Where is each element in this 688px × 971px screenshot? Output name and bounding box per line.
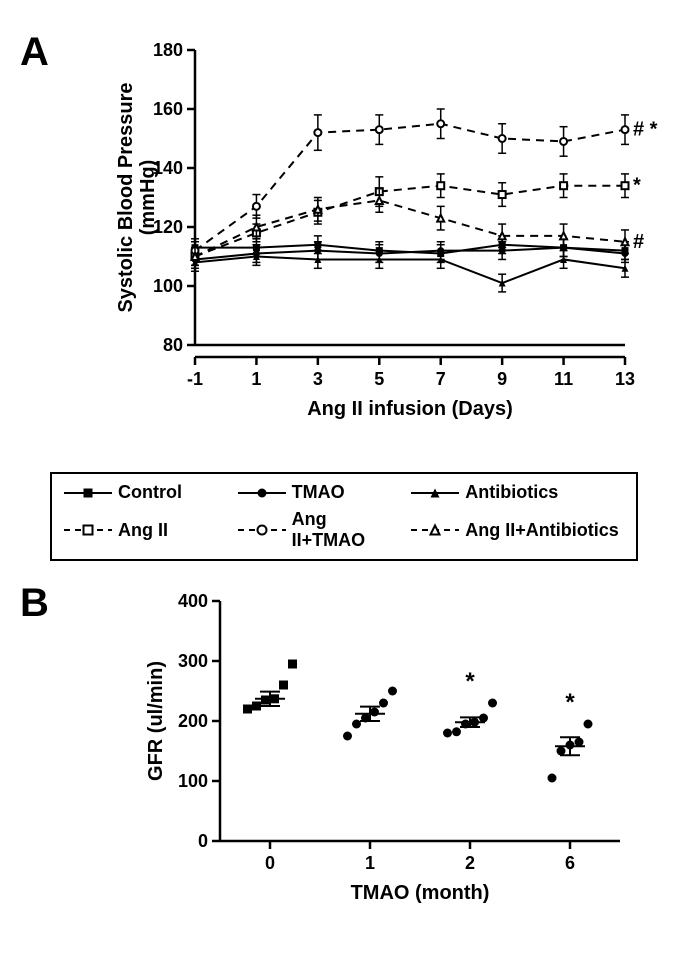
legend-item: TMAO [238, 482, 402, 503]
svg-text:7: 7 [436, 369, 446, 389]
svg-text:300: 300 [178, 651, 208, 671]
legend-swatch [238, 485, 286, 501]
svg-text:160: 160 [153, 99, 183, 119]
svg-text:9: 9 [497, 369, 507, 389]
svg-text:GFR (ul/min): GFR (ul/min) [145, 661, 167, 781]
legend-item: Antibiotics [411, 482, 624, 503]
svg-text:#: # [633, 231, 644, 253]
panel-b-label: B [20, 581, 49, 626]
svg-text:1: 1 [251, 369, 261, 389]
svg-text:13: 13 [615, 369, 635, 389]
legend-label: TMAO [292, 482, 345, 503]
svg-text:400: 400 [178, 591, 208, 611]
legend-swatch [64, 522, 112, 538]
svg-text:0: 0 [265, 853, 275, 873]
svg-text:1: 1 [365, 853, 375, 873]
panel-a: A 80100120140160180-1135791113Systolic B… [20, 30, 668, 460]
chart-b: 0 100 200 300 400 0 1 2 6 GFR (ul/min) TMAO (month… [140, 581, 640, 921]
chart-a: 80100120140160180-1135791113Systolic Blo… [110, 30, 670, 430]
svg-text:Ang II infusion (Days): Ang II infusion (Days) [307, 398, 513, 420]
legend-label: Antibiotics [465, 482, 558, 503]
legend-item: Ang II [64, 509, 228, 551]
svg-text:100: 100 [153, 276, 183, 296]
legend-item: Ang II+Antibiotics [411, 509, 624, 551]
legend-swatch [64, 485, 112, 501]
chart-b-container: 0 100 200 300 400 0 1 2 6 GFR (ul/min) TMAO (month… [140, 581, 668, 921]
svg-text:# *: # * [633, 119, 658, 141]
svg-text:*: * [633, 175, 641, 197]
svg-text:11: 11 [554, 369, 573, 389]
panel-b: B 0 100 200 300 400 0 1 2 6 GFR (ul/min) TMAO (mon… [20, 581, 668, 951]
svg-text:*: * [465, 668, 475, 695]
svg-text:5: 5 [374, 369, 384, 389]
figure: A 80100120140160180-1135791113Systolic B… [20, 30, 668, 951]
svg-text:180: 180 [153, 40, 183, 60]
svg-text:2: 2 [465, 853, 475, 873]
legend-label: Ang II+Antibiotics [465, 520, 619, 541]
legend-label: Ang II+TMAO [292, 509, 402, 551]
svg-text:6: 6 [565, 853, 575, 873]
legend-swatch [238, 522, 286, 538]
legend-item: Control [64, 482, 228, 503]
svg-text:TMAO (month): TMAO (month) [351, 882, 490, 904]
svg-text:100: 100 [178, 771, 208, 791]
chart-a-container: 80100120140160180-1135791113Systolic Blo… [110, 30, 668, 430]
legend-swatch [411, 522, 459, 538]
svg-text:-1: -1 [187, 369, 203, 389]
svg-text:0: 0 [198, 831, 208, 851]
svg-text:200: 200 [178, 711, 208, 731]
panel-a-label: A [20, 30, 49, 75]
legend-label: Control [118, 482, 182, 503]
svg-text:(mmHg): (mmHg) [137, 160, 159, 236]
legend-swatch [411, 485, 459, 501]
svg-text:*: * [565, 689, 575, 716]
legend-label: Ang II [118, 520, 168, 541]
svg-text:80: 80 [163, 335, 183, 355]
svg-text:3: 3 [313, 369, 323, 389]
svg-text:Systolic Blood Pressure: Systolic Blood Pressure [115, 82, 137, 312]
legend: Control TMAO Antibiotics Ang II Ang II+TMAO A… [50, 472, 638, 561]
legend-item: Ang II+TMAO [238, 509, 402, 551]
